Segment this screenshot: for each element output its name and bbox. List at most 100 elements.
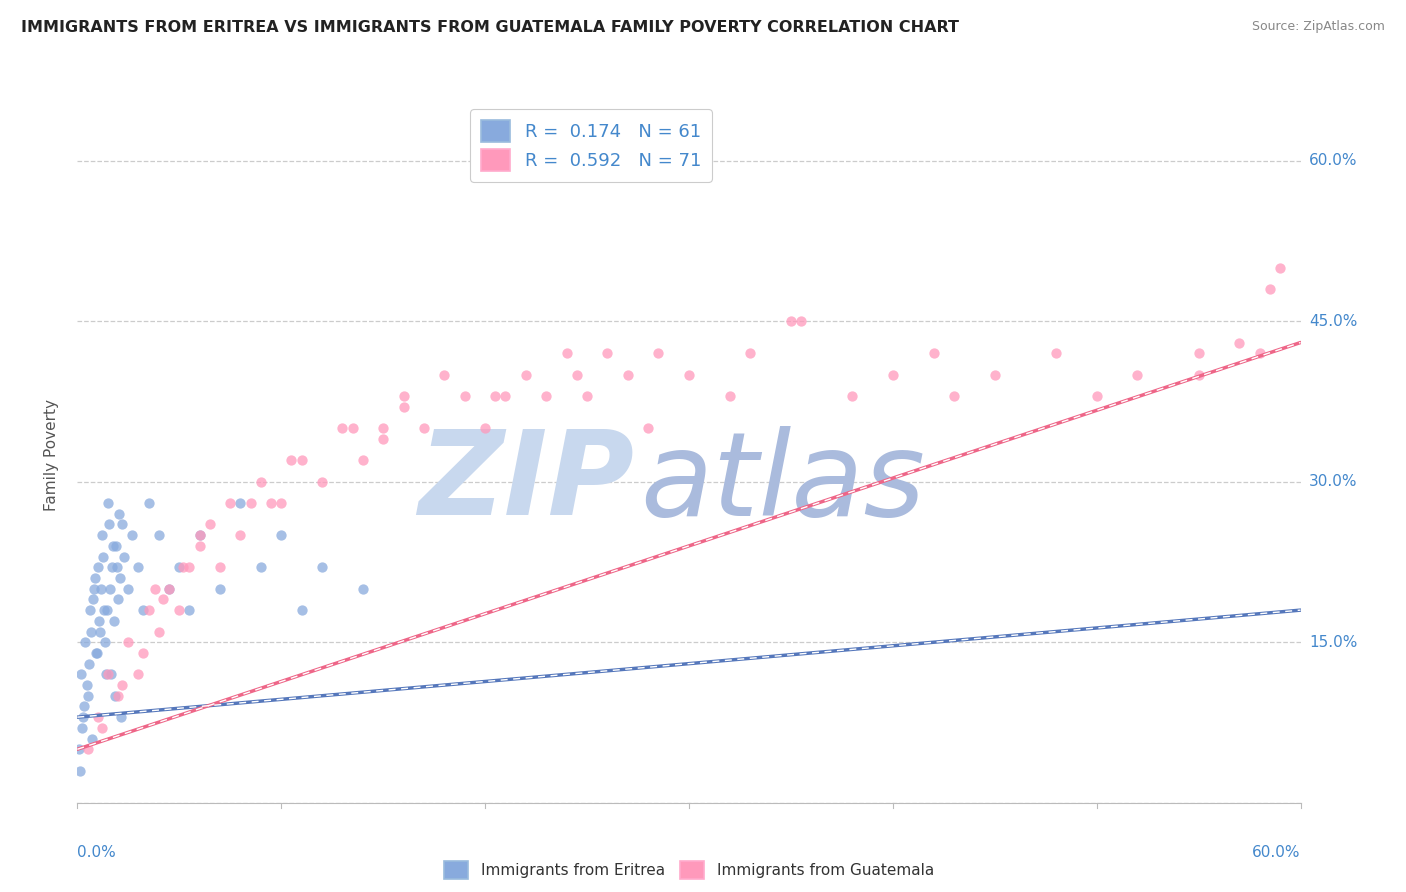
Point xyxy=(188,528,211,542)
Point xyxy=(208,560,231,574)
Point xyxy=(100,667,122,681)
Point xyxy=(105,539,128,553)
Text: Source: ZipAtlas.com: Source: ZipAtlas.com xyxy=(1251,20,1385,33)
Point xyxy=(433,368,456,382)
Point xyxy=(121,528,143,542)
Point xyxy=(565,368,588,382)
Point xyxy=(188,539,211,553)
Point xyxy=(250,475,273,489)
Point xyxy=(107,689,129,703)
Point xyxy=(841,389,863,403)
Point xyxy=(780,314,803,328)
Point xyxy=(131,603,153,617)
Point xyxy=(392,389,415,403)
Point xyxy=(98,582,121,596)
Point xyxy=(101,539,124,553)
Text: atlas: atlas xyxy=(640,425,925,540)
Point xyxy=(342,421,364,435)
Point xyxy=(79,624,101,639)
Point xyxy=(86,646,108,660)
Point xyxy=(229,528,252,542)
Point xyxy=(82,592,104,607)
Point xyxy=(922,346,945,360)
Point xyxy=(77,657,100,671)
Legend: Immigrants from Eritrea, Immigrants from Guatemala: Immigrants from Eritrea, Immigrants from… xyxy=(437,855,941,886)
Point xyxy=(352,582,374,596)
Point xyxy=(89,624,111,639)
Point xyxy=(90,582,112,596)
Point xyxy=(103,614,125,628)
Point xyxy=(72,721,94,735)
Point xyxy=(290,603,312,617)
Point xyxy=(576,389,599,403)
Point xyxy=(108,507,131,521)
Text: IMMIGRANTS FROM ERITREA VS IMMIGRANTS FROM GUATEMALA FAMILY POVERTY CORRELATION : IMMIGRANTS FROM ERITREA VS IMMIGRANTS FR… xyxy=(21,20,959,35)
Point xyxy=(87,614,110,628)
Point xyxy=(311,475,333,489)
Point xyxy=(117,635,139,649)
Point xyxy=(239,496,262,510)
Point xyxy=(984,368,1007,382)
Point xyxy=(110,710,132,724)
Point xyxy=(1126,368,1149,382)
Point xyxy=(260,496,283,510)
Text: 60.0%: 60.0% xyxy=(1253,845,1301,860)
Point xyxy=(75,635,97,649)
Point xyxy=(83,571,105,585)
Point xyxy=(219,496,242,510)
Text: 15.0%: 15.0% xyxy=(1309,635,1357,649)
Point xyxy=(94,667,117,681)
Point xyxy=(280,453,302,467)
Point xyxy=(413,421,436,435)
Point xyxy=(1229,335,1251,350)
Text: 60.0%: 60.0% xyxy=(1309,153,1357,168)
Point xyxy=(91,549,114,564)
Point xyxy=(101,560,124,574)
Point xyxy=(107,592,129,607)
Point xyxy=(112,549,135,564)
Point xyxy=(943,389,966,403)
Point xyxy=(83,582,105,596)
Point xyxy=(138,603,160,617)
Point xyxy=(90,721,112,735)
Point xyxy=(1187,346,1209,360)
Point xyxy=(270,528,292,542)
Point xyxy=(198,517,221,532)
Text: 0.0%: 0.0% xyxy=(77,845,117,860)
Point xyxy=(352,453,374,467)
Point xyxy=(1249,346,1271,360)
Point xyxy=(90,528,112,542)
Point xyxy=(1258,282,1281,296)
Point xyxy=(157,582,180,596)
Point xyxy=(596,346,619,360)
Point xyxy=(1187,368,1209,382)
Point xyxy=(84,646,107,660)
Point xyxy=(1045,346,1067,360)
Point xyxy=(208,582,231,596)
Point xyxy=(392,400,415,414)
Point xyxy=(790,314,813,328)
Point xyxy=(637,421,659,435)
Point xyxy=(152,592,174,607)
Point xyxy=(484,389,506,403)
Point xyxy=(169,603,191,617)
Point xyxy=(79,603,101,617)
Point xyxy=(97,517,120,532)
Point xyxy=(104,689,127,703)
Point xyxy=(555,346,578,360)
Point xyxy=(87,560,110,574)
Point xyxy=(882,368,904,382)
Text: 45.0%: 45.0% xyxy=(1309,314,1357,328)
Point xyxy=(534,389,557,403)
Point xyxy=(72,710,94,724)
Point xyxy=(97,667,120,681)
Point xyxy=(718,389,741,403)
Point xyxy=(94,635,117,649)
Point xyxy=(148,528,170,542)
Text: 30.0%: 30.0% xyxy=(1309,475,1357,489)
Point xyxy=(647,346,669,360)
Point xyxy=(70,667,93,681)
Point xyxy=(76,689,98,703)
Point xyxy=(371,421,394,435)
Point xyxy=(97,496,120,510)
